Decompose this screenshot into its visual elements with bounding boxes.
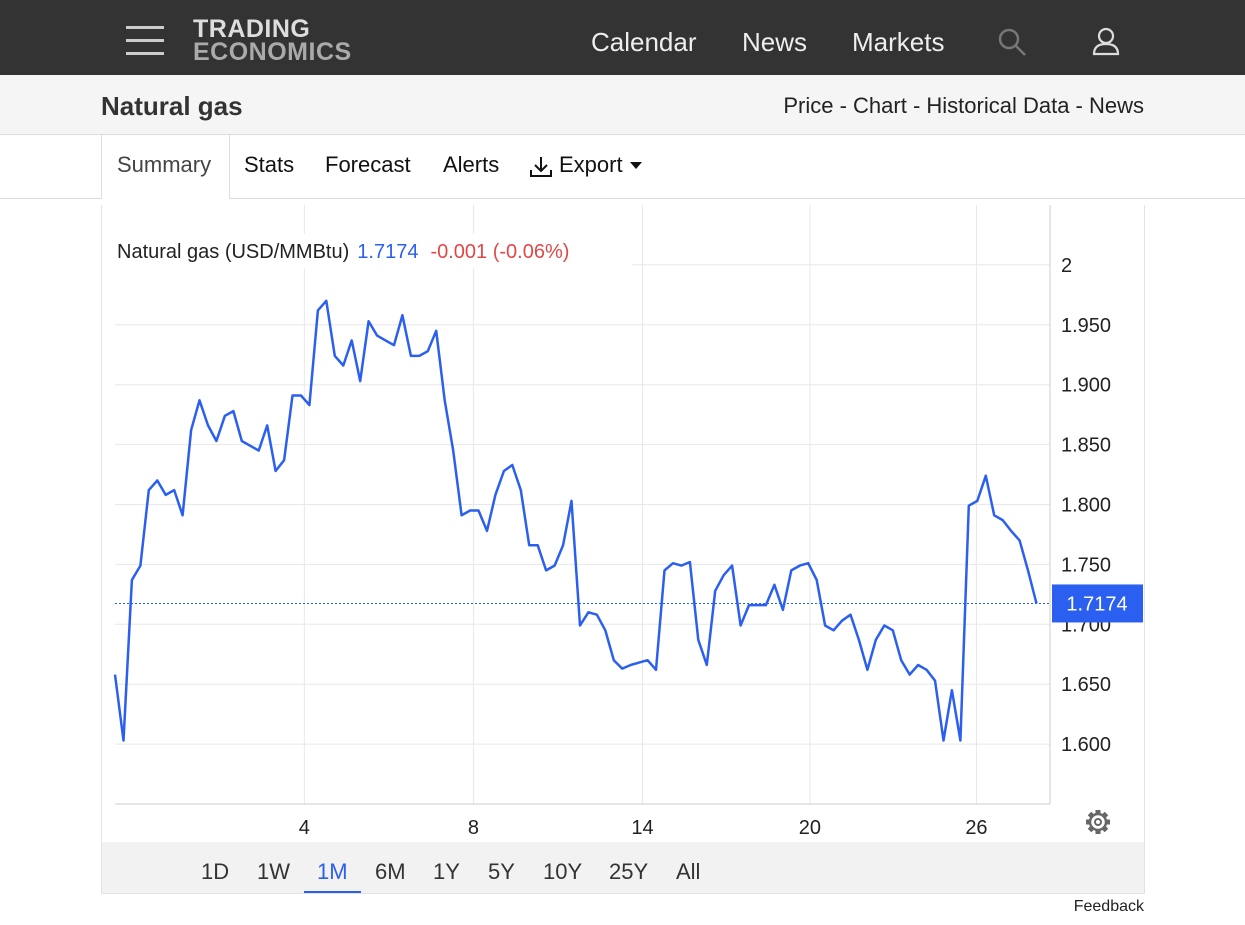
page-title: Natural gas bbox=[101, 91, 243, 121]
last-price-label: 1.7174 bbox=[1066, 593, 1127, 615]
tab[interactable]: Export bbox=[559, 152, 623, 177]
range-button[interactable]: 1W bbox=[257, 859, 290, 884]
range-button[interactable]: 25Y bbox=[609, 859, 649, 884]
y-tick-label: 1.600 bbox=[1061, 734, 1111, 756]
y-tick-label: 1.900 bbox=[1061, 375, 1111, 397]
nav-link[interactable]: Calendar bbox=[591, 27, 697, 57]
chart: 4 8 14 20 261.6001.6501.7001.7501.8001.8501.… bbox=[112, 205, 1143, 839]
tab[interactable]: Stats bbox=[244, 152, 295, 177]
active-tab-bg bbox=[101, 135, 230, 199]
y-tick-label: 1.800 bbox=[1061, 495, 1111, 517]
settings-icon[interactable] bbox=[1086, 810, 1110, 834]
sub-header: Natural gas Price - Chart - Historical D… bbox=[0, 75, 1245, 135]
range-button[interactable]: 1M bbox=[304, 859, 361, 893]
chart-box bbox=[101, 205, 1145, 894]
logo[interactable]: TRADING ECONOMICS bbox=[193, 15, 352, 66]
y-tick-label: 2 bbox=[1061, 255, 1072, 277]
menu-icon[interactable] bbox=[126, 26, 164, 56]
x-tick-label: 20 bbox=[799, 817, 821, 839]
download-icon bbox=[530, 157, 552, 177]
gear-hole bbox=[1094, 818, 1102, 826]
range-button[interactable]: 1Y bbox=[433, 859, 460, 884]
y-tick-label: 1.750 bbox=[1061, 554, 1111, 576]
last-price-badge bbox=[1052, 584, 1143, 623]
range-button[interactable]: All bbox=[676, 859, 701, 884]
caret bbox=[630, 162, 642, 169]
x-tick-label: 26 bbox=[965, 817, 987, 839]
x-tick-label: 8 bbox=[468, 817, 479, 839]
price-line bbox=[113, 299, 1038, 742]
tab[interactable]: Forecast bbox=[325, 152, 411, 177]
title-bg bbox=[112, 234, 632, 268]
range-button[interactable]: 5Y bbox=[488, 859, 515, 884]
range-button[interactable]: 1D bbox=[201, 859, 230, 884]
title-part: 1.7174 bbox=[357, 241, 418, 263]
y-tick-label: 1.650 bbox=[1061, 674, 1111, 696]
x-tick-label: 14 bbox=[631, 817, 653, 839]
y-tick-label: 1.850 bbox=[1061, 435, 1111, 457]
x-tick-label: 4 bbox=[299, 817, 310, 839]
range-button[interactable]: 6M bbox=[375, 859, 406, 884]
gear-ring bbox=[1088, 812, 1108, 832]
top-bar: TRADING ECONOMICS Calendar News Markets bbox=[0, 0, 1245, 75]
title-part: Natural gas (USD/MMBtu) bbox=[117, 241, 349, 263]
feedback-link[interactable]: Feedback bbox=[1073, 898, 1144, 915]
tab-bar bbox=[0, 135, 1245, 199]
title-part: -0.001 (-0.06%) bbox=[430, 241, 569, 263]
y-tick-label: 1.950 bbox=[1061, 315, 1111, 337]
tab[interactable]: Summary bbox=[117, 152, 212, 177]
tab[interactable]: Alerts bbox=[443, 152, 500, 177]
range-button[interactable]: 10Y bbox=[543, 859, 583, 884]
nav-link[interactable]: News bbox=[742, 27, 808, 57]
sub-links[interactable]: Price - Chart - Historical Data - News bbox=[783, 93, 1144, 118]
nav-link[interactable]: Markets bbox=[852, 27, 945, 57]
range-bar bbox=[102, 842, 1144, 893]
user-icon[interactable] bbox=[1092, 27, 1120, 57]
logo-top: TRADING bbox=[193, 15, 311, 43]
chart-title-group: Natural gas (USD/MMBtu) 1.7174 -0.001 (-0.… bbox=[117, 241, 569, 263]
search-icon[interactable] bbox=[997, 27, 1027, 57]
logo-bottom: ECONOMICS bbox=[193, 38, 352, 66]
